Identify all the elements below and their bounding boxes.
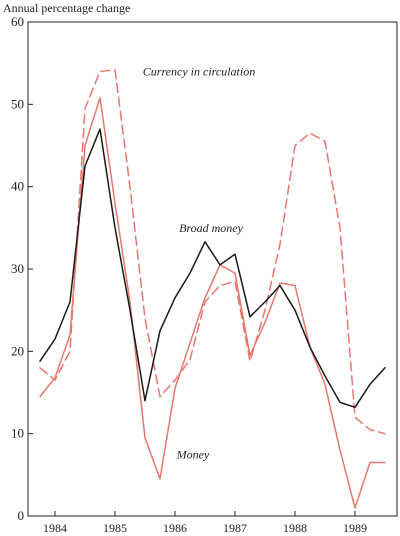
y-tick-label: 30 [11, 261, 24, 276]
plot-frame [27, 21, 398, 517]
y-axis-label: Annual percentage change [3, 1, 130, 15]
x-tick-label: 1989 [343, 521, 367, 535]
annotation-currency: Currency in circulation [143, 65, 255, 79]
series-line-broad [39, 128, 386, 409]
y-tick-label: 10 [11, 426, 24, 441]
x-tick-label: 1985 [103, 521, 127, 535]
x-tick-label: 1986 [163, 521, 187, 535]
x-tick-label: 1984 [43, 521, 67, 535]
y-tick-label: 20 [11, 343, 24, 358]
x-tick-label: 1987 [223, 521, 247, 535]
y-tick-label: 40 [11, 179, 24, 194]
y-axis: 0 10 20 30 40 50 60 [11, 14, 33, 523]
x-axis: 1984 1985 1986 1987 1988 1989 [43, 511, 367, 535]
x-tick-label: 1988 [283, 521, 307, 535]
annotation-money: Money [176, 447, 210, 461]
series-line-money [39, 96, 386, 509]
annotations: Currency in circulation Broad money Money [143, 65, 255, 462]
annotation-broad: Broad money [179, 221, 244, 235]
y-tick-label: 0 [18, 508, 25, 523]
series-lines [39, 69, 386, 509]
series-line-currency [39, 69, 386, 435]
y-tick-label: 50 [11, 96, 24, 111]
y-tick-label: 60 [11, 14, 24, 29]
